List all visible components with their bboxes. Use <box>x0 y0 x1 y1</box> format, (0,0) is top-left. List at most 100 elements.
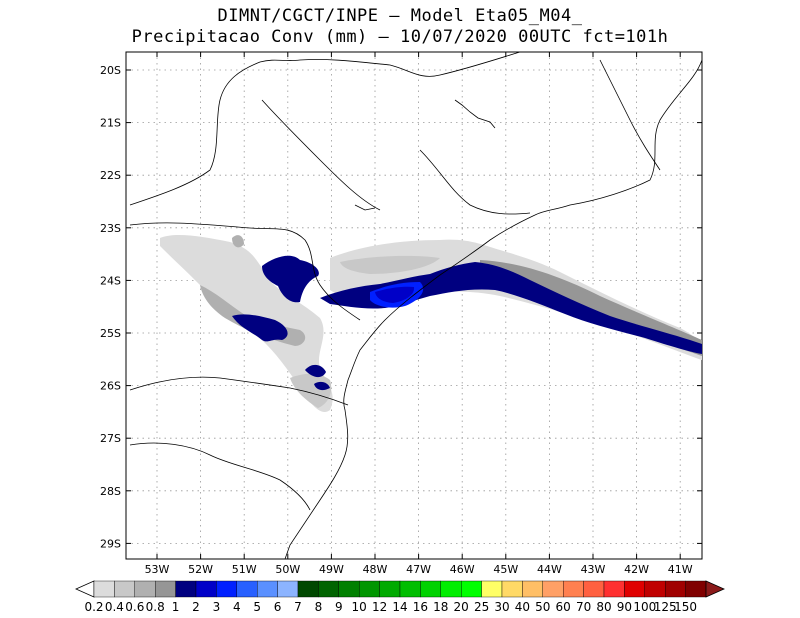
colorbar-label: 9 <box>335 600 343 614</box>
colorbar-label: 2 <box>192 600 200 614</box>
lat-label: 26S <box>100 380 121 393</box>
colorbar-swatch <box>501 580 523 598</box>
state-border-5 <box>419 149 531 215</box>
state-border-3 <box>129 376 349 406</box>
colorbar-swatch <box>603 580 625 598</box>
precipitation-field <box>160 235 702 412</box>
colorbar-swatch <box>236 580 258 598</box>
colorbar-label: 12 <box>372 600 387 614</box>
lat-label: 28S <box>100 485 121 498</box>
colorbar-label: 18 <box>433 600 448 614</box>
colorbar-swatch <box>93 580 115 598</box>
precip-blob-west <box>232 314 288 342</box>
colorbar-swatch <box>154 580 176 598</box>
lat-label: 22S <box>100 169 121 182</box>
colorbar-label: 0.6 <box>125 600 144 614</box>
colorbar-swatch <box>318 580 339 598</box>
precip-blob-northwest <box>262 255 319 303</box>
precip-patch-center-gray2 <box>340 255 440 274</box>
lat-label: 23S <box>100 222 121 235</box>
lon-label: 44W <box>537 563 562 576</box>
colorbar-swatch <box>522 580 544 598</box>
colorbar-swatch <box>420 580 441 598</box>
lat-label: 27S <box>100 432 121 445</box>
state-border-7 <box>261 99 381 211</box>
state-border-1 <box>129 52 521 206</box>
colorbar-label: 7 <box>294 600 302 614</box>
lat-label: 29S <box>100 537 121 550</box>
lat-label: 24S <box>100 274 121 287</box>
map-title-line1: DIMNT/CGCT/INPE – Model Eta05_M04_ <box>217 6 583 26</box>
colorbar-swatch <box>563 580 584 598</box>
colorbar-label: 5 <box>253 600 261 614</box>
lon-label: 46W <box>450 563 475 576</box>
colorbar-swatch <box>685 580 707 598</box>
precip-patch-small-gray <box>232 235 244 248</box>
colorbar-label: 20 <box>454 600 469 614</box>
colorbar-label: 60 <box>556 600 571 614</box>
state-border-4 <box>129 442 311 511</box>
colorbar-swatch <box>257 580 278 598</box>
colorbar-label: 0.4 <box>105 600 124 614</box>
colorbar-swatch <box>297 580 319 598</box>
state-border-6 <box>599 59 661 171</box>
longitude-labels: 53W 52W 51W 50W 49W 48W 47W 46W 45W 44W 43W 42W 41W <box>145 52 693 576</box>
colorbar-swatch <box>359 580 380 598</box>
colorbar-swatch <box>379 580 401 598</box>
colorbar-label: 14 <box>392 600 407 614</box>
colorbar: 0.2 0.4 0.6 0.8 1 2 3 4 5 6 7 8 9 10 12 14 16 18 20 25 30 40 5… <box>75 580 725 614</box>
precip-patch-central-gray <box>330 239 702 360</box>
colorbar-label: 50 <box>535 600 550 614</box>
colorbar-swatch <box>195 580 217 598</box>
lon-label: 48W <box>363 563 388 576</box>
colorbar-label: 70 <box>576 600 591 614</box>
lon-label: 41W <box>668 563 693 576</box>
colorbar-swatch <box>481 580 503 598</box>
colorbar-label: 10 <box>352 600 367 614</box>
reservoir-1 <box>454 99 496 129</box>
coastline <box>284 59 702 559</box>
colorbar-under-triangle <box>75 580 95 598</box>
colorbar-label: 4 <box>233 600 241 614</box>
lat-label: 20S <box>100 64 121 77</box>
precip-blob-south2 <box>314 381 330 391</box>
lat-label: 25S <box>100 327 121 340</box>
colorbar-swatch <box>624 580 646 598</box>
reservoir-2 <box>354 204 376 211</box>
colorbar-swatch <box>399 580 421 598</box>
lon-label: 51W <box>232 563 257 576</box>
precip-blob-south <box>305 364 326 378</box>
colorbar-swatch <box>216 580 237 598</box>
colorbar-swatch <box>542 580 564 598</box>
colorbar-swatch <box>440 580 462 598</box>
lon-label: 49W <box>319 563 344 576</box>
state-border-2 <box>129 222 361 321</box>
lat-label: 21S <box>100 117 121 130</box>
colorbar-swatch <box>665 580 686 598</box>
lon-label: 43W <box>581 563 606 576</box>
lon-label: 47W <box>406 563 431 576</box>
map-title-line2: Precipitacao Conv (mm) – 10/07/2020 00UT… <box>131 27 669 47</box>
colorbar-label: 100 <box>633 600 656 614</box>
lon-label: 42W <box>624 563 649 576</box>
latitude-labels: 20S 21S 22S 23S 24S 25S 26S 27S 28S 29S <box>100 64 702 550</box>
lon-label: 45W <box>493 563 518 576</box>
colorbar-swatch <box>277 580 299 598</box>
colorbar-label: 150 <box>674 600 697 614</box>
colorbar-swatch <box>134 580 156 598</box>
lon-label: 50W <box>275 563 300 576</box>
colorbar-swatch <box>114 580 136 598</box>
colorbar-label: 6 <box>274 600 282 614</box>
colorbar-label: 0.2 <box>84 600 103 614</box>
colorbar-label: 40 <box>515 600 530 614</box>
colorbar-swatch <box>461 580 482 598</box>
lon-label: 52W <box>188 563 213 576</box>
colorbar-label: 1 <box>172 600 180 614</box>
colorbar-label: 90 <box>617 600 632 614</box>
colorbar-swatch <box>583 580 605 598</box>
lon-label: 53W <box>145 563 170 576</box>
colorbar-swatch <box>175 580 197 598</box>
precip-band-core2 <box>375 286 415 303</box>
colorbar-label: 30 <box>494 600 509 614</box>
